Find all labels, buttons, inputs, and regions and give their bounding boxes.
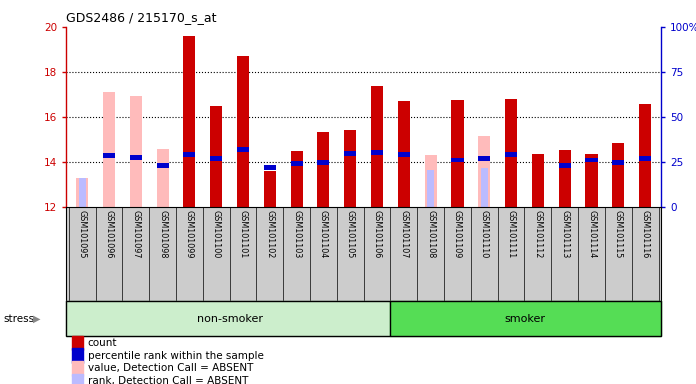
Text: GDS2486 / 215170_s_at: GDS2486 / 215170_s_at	[66, 11, 216, 24]
Bar	[585, 154, 598, 207]
Bar	[345, 151, 356, 156]
Text: GSM101106: GSM101106	[372, 210, 381, 258]
Bar	[559, 150, 571, 207]
Bar	[237, 56, 249, 207]
Bar	[585, 157, 598, 162]
Bar	[452, 100, 464, 207]
Bar	[425, 156, 436, 207]
Text: GSM101110: GSM101110	[480, 210, 489, 258]
Bar	[76, 178, 88, 207]
Text: GSM101101: GSM101101	[239, 210, 248, 258]
Bar	[612, 160, 624, 165]
Bar	[72, 361, 83, 376]
Bar	[345, 129, 356, 207]
Text: GSM101095: GSM101095	[78, 210, 87, 259]
Bar	[559, 172, 571, 207]
Text: smoker: smoker	[504, 314, 545, 324]
Text: GSM101107: GSM101107	[400, 210, 409, 258]
Text: non-smoker: non-smoker	[197, 314, 262, 324]
Bar	[559, 163, 571, 168]
Text: stress: stress	[3, 314, 35, 324]
Bar	[478, 156, 490, 161]
Text: GSM101104: GSM101104	[319, 210, 328, 258]
Bar	[639, 104, 651, 207]
Bar	[291, 161, 303, 166]
Bar	[612, 143, 624, 207]
Bar	[72, 374, 83, 384]
Text: percentile rank within the sample: percentile rank within the sample	[88, 351, 263, 361]
Bar	[398, 101, 410, 207]
Bar	[264, 166, 276, 170]
Bar	[72, 336, 83, 350]
Bar	[317, 132, 329, 207]
Text: GSM101105: GSM101105	[346, 210, 355, 258]
Bar	[183, 36, 196, 207]
Bar	[183, 152, 196, 157]
Bar	[371, 86, 383, 207]
Text: rank, Detection Call = ABSENT: rank, Detection Call = ABSENT	[88, 376, 248, 384]
Text: GSM101116: GSM101116	[640, 210, 649, 258]
Bar	[210, 106, 222, 207]
Text: GSM101099: GSM101099	[185, 210, 194, 259]
Text: GSM101102: GSM101102	[265, 210, 274, 258]
Text: GSM101103: GSM101103	[292, 210, 301, 258]
Bar	[129, 155, 142, 160]
Bar	[103, 92, 115, 207]
Bar	[452, 157, 464, 162]
Bar	[129, 96, 142, 207]
Bar	[639, 156, 651, 161]
Bar	[398, 137, 410, 207]
Text: GSM101111: GSM101111	[507, 210, 516, 258]
Bar	[291, 151, 303, 207]
Text: GSM101098: GSM101098	[158, 210, 167, 258]
Text: GSM101096: GSM101096	[104, 210, 113, 258]
Bar	[210, 156, 222, 161]
Bar	[103, 153, 115, 158]
Text: value, Detection Call = ABSENT: value, Detection Call = ABSENT	[88, 363, 253, 373]
Bar	[505, 152, 517, 157]
Text: ▶: ▶	[33, 314, 41, 324]
Text: GSM101115: GSM101115	[614, 210, 623, 258]
Text: count: count	[88, 338, 117, 348]
Bar	[79, 178, 86, 207]
Bar	[264, 171, 276, 207]
Bar	[478, 136, 490, 207]
Bar	[66, 301, 390, 336]
Text: GSM101112: GSM101112	[533, 210, 542, 258]
Bar	[157, 149, 168, 207]
Bar	[371, 150, 383, 155]
Text: GSM101114: GSM101114	[587, 210, 596, 258]
Bar	[505, 99, 517, 207]
Bar	[532, 154, 544, 207]
Bar	[237, 147, 249, 152]
Bar	[72, 348, 83, 363]
Bar	[427, 170, 434, 207]
Text: GSM101097: GSM101097	[132, 210, 141, 259]
Text: GSM101108: GSM101108	[426, 210, 435, 258]
Bar	[157, 163, 168, 168]
Bar	[481, 168, 488, 207]
Text: GSM101109: GSM101109	[453, 210, 462, 258]
Bar	[317, 160, 329, 165]
Bar	[390, 301, 661, 336]
Text: GSM101100: GSM101100	[212, 210, 221, 258]
Text: GSM101113: GSM101113	[560, 210, 569, 258]
Bar	[398, 152, 410, 157]
